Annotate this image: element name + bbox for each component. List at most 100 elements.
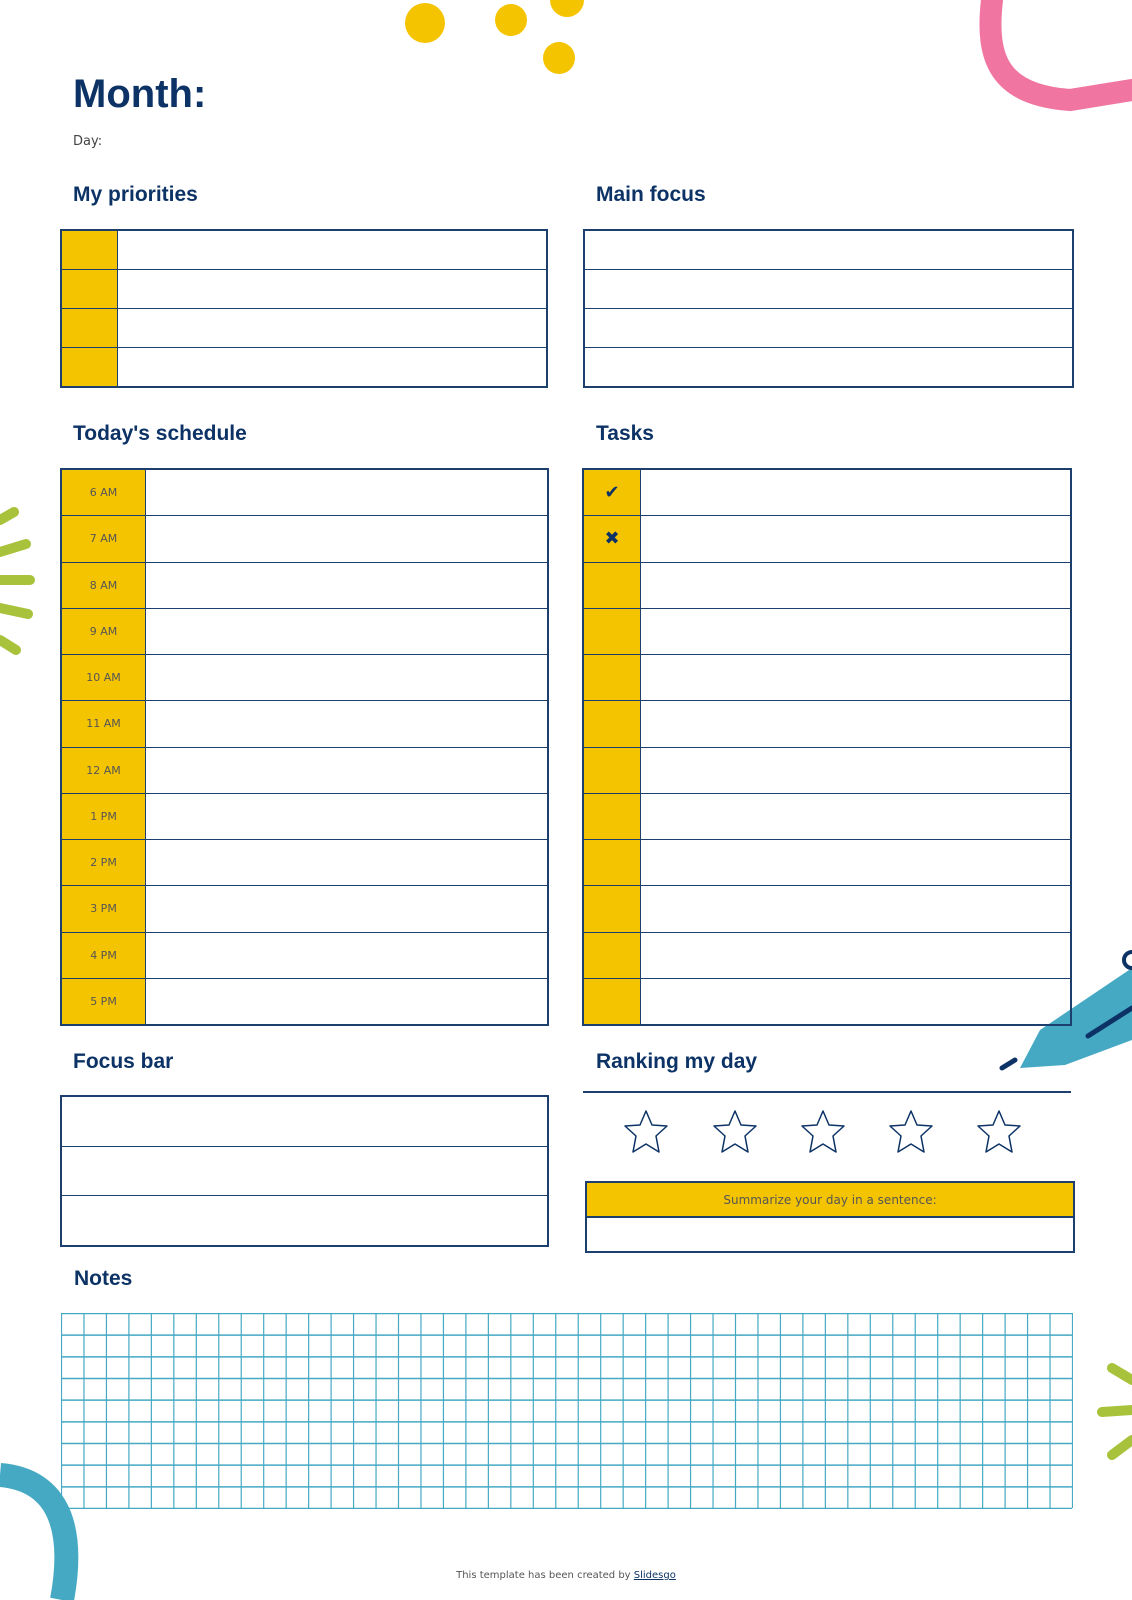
star-icon[interactable] xyxy=(887,1108,935,1156)
focus-input[interactable] xyxy=(585,231,1072,269)
priorities-title: My priorities xyxy=(73,183,198,206)
teal-curve xyxy=(0,1463,79,1600)
schedule-label: 12 AM xyxy=(62,747,146,793)
task-input[interactable] xyxy=(641,609,1070,654)
schedule-input[interactable] xyxy=(146,516,547,561)
star-rating[interactable] xyxy=(583,1108,1071,1156)
schedule-label: 10 AM xyxy=(62,655,146,701)
focus-bar-row xyxy=(62,1097,547,1146)
schedule-row: 3 PM xyxy=(62,885,547,932)
task-input[interactable] xyxy=(641,933,1070,978)
task-input[interactable] xyxy=(641,794,1070,839)
task-label[interactable] xyxy=(584,932,641,978)
green-rays-right xyxy=(1097,1363,1132,1460)
task-label[interactable] xyxy=(584,747,641,793)
schedule-row: 10 AM xyxy=(62,654,547,701)
task-label[interactable] xyxy=(584,655,641,701)
schedule-label: 6 AM xyxy=(62,470,146,516)
priority-input[interactable] xyxy=(118,309,546,347)
task-label[interactable] xyxy=(584,840,641,886)
focus-row xyxy=(585,347,1072,386)
task-row xyxy=(584,700,1070,747)
schedule-input[interactable] xyxy=(146,933,547,978)
schedule-input[interactable] xyxy=(146,563,547,608)
schedule-input[interactable] xyxy=(146,470,547,515)
task-input[interactable] xyxy=(641,563,1070,608)
task-row: ✖ xyxy=(584,515,1070,562)
focus-bar-input[interactable] xyxy=(62,1196,547,1245)
schedule-input[interactable] xyxy=(146,701,547,746)
schedule-label: 4 PM xyxy=(62,932,146,978)
task-row xyxy=(584,561,1070,608)
task-row xyxy=(584,839,1070,886)
focus-bar-table xyxy=(60,1095,549,1247)
schedule-input[interactable] xyxy=(146,748,547,793)
ranking-divider xyxy=(583,1091,1071,1093)
task-label[interactable] xyxy=(584,793,641,839)
schedule-label: 11 AM xyxy=(62,701,146,747)
focus-bar-row xyxy=(62,1195,547,1245)
day-label: Day: xyxy=(73,134,103,149)
main-focus-table xyxy=(583,229,1074,388)
priority-label xyxy=(62,348,118,386)
task-input[interactable] xyxy=(641,516,1070,561)
schedule-title: Today's schedule xyxy=(73,422,247,445)
priority-label xyxy=(62,270,118,308)
focus-input[interactable] xyxy=(585,348,1072,386)
schedule-input[interactable] xyxy=(146,794,547,839)
priority-label xyxy=(62,309,118,347)
task-row xyxy=(584,654,1070,701)
task-label[interactable] xyxy=(584,886,641,932)
priority-input[interactable] xyxy=(118,270,546,308)
schedule-row: 6 AM xyxy=(62,470,547,516)
schedule-label: 1 PM xyxy=(62,793,146,839)
star-icon[interactable] xyxy=(622,1108,670,1156)
schedule-input[interactable] xyxy=(146,886,547,931)
footer-text: This template has been created by xyxy=(456,1570,634,1581)
task-input[interactable] xyxy=(641,655,1070,700)
schedule-label: 7 AM xyxy=(62,516,146,562)
notes-title: Notes xyxy=(74,1267,133,1290)
task-input[interactable] xyxy=(641,979,1070,1024)
schedule-table: 6 AM 7 AM 8 AM 9 AM 10 AM 11 AM 12 AM 1 PM 2 PM 3… xyxy=(60,468,549,1026)
priority-input[interactable] xyxy=(118,231,546,269)
focus-row xyxy=(585,269,1072,308)
focus-input[interactable] xyxy=(585,309,1072,347)
schedule-input[interactable] xyxy=(146,655,547,700)
schedule-label: 5 PM xyxy=(62,978,146,1024)
task-input[interactable] xyxy=(641,701,1070,746)
slidesgo-link[interactable]: Slidesgo xyxy=(633,1570,676,1581)
schedule-label: 3 PM xyxy=(62,886,146,932)
schedule-row: 8 AM xyxy=(62,561,547,608)
summary-input[interactable] xyxy=(587,1218,1073,1251)
star-icon[interactable] xyxy=(799,1108,847,1156)
summary-label: Summarize your day in a sentence: xyxy=(587,1183,1073,1218)
priorities-table xyxy=(60,229,548,388)
focus-input[interactable] xyxy=(585,270,1072,308)
focus-bar-input[interactable] xyxy=(62,1147,547,1196)
task-row xyxy=(584,931,1070,978)
star-icon[interactable] xyxy=(711,1108,759,1156)
priority-input[interactable] xyxy=(118,348,546,386)
focus-bar-input[interactable] xyxy=(62,1097,547,1146)
schedule-input[interactable] xyxy=(146,979,547,1024)
task-label[interactable] xyxy=(584,978,641,1024)
task-label[interactable] xyxy=(584,608,641,654)
schedule-row: 9 AM xyxy=(62,607,547,654)
schedule-input[interactable] xyxy=(146,609,547,654)
task-label[interactable] xyxy=(584,701,641,747)
schedule-row: 1 PM xyxy=(62,792,547,839)
schedule-row: 5 PM xyxy=(62,977,547,1024)
task-input[interactable] xyxy=(641,840,1070,885)
schedule-label: 2 PM xyxy=(62,840,146,886)
task-input[interactable] xyxy=(641,748,1070,793)
notes-grid[interactable] xyxy=(61,1313,1073,1509)
task-input[interactable] xyxy=(641,470,1070,515)
star-icon[interactable] xyxy=(975,1108,1023,1156)
tasks-title: Tasks xyxy=(596,422,654,445)
task-input[interactable] xyxy=(641,886,1070,931)
schedule-input[interactable] xyxy=(146,840,547,885)
check-icon[interactable]: ✔ xyxy=(584,470,641,516)
cross-icon[interactable]: ✖ xyxy=(584,516,641,562)
task-label[interactable] xyxy=(584,562,641,608)
